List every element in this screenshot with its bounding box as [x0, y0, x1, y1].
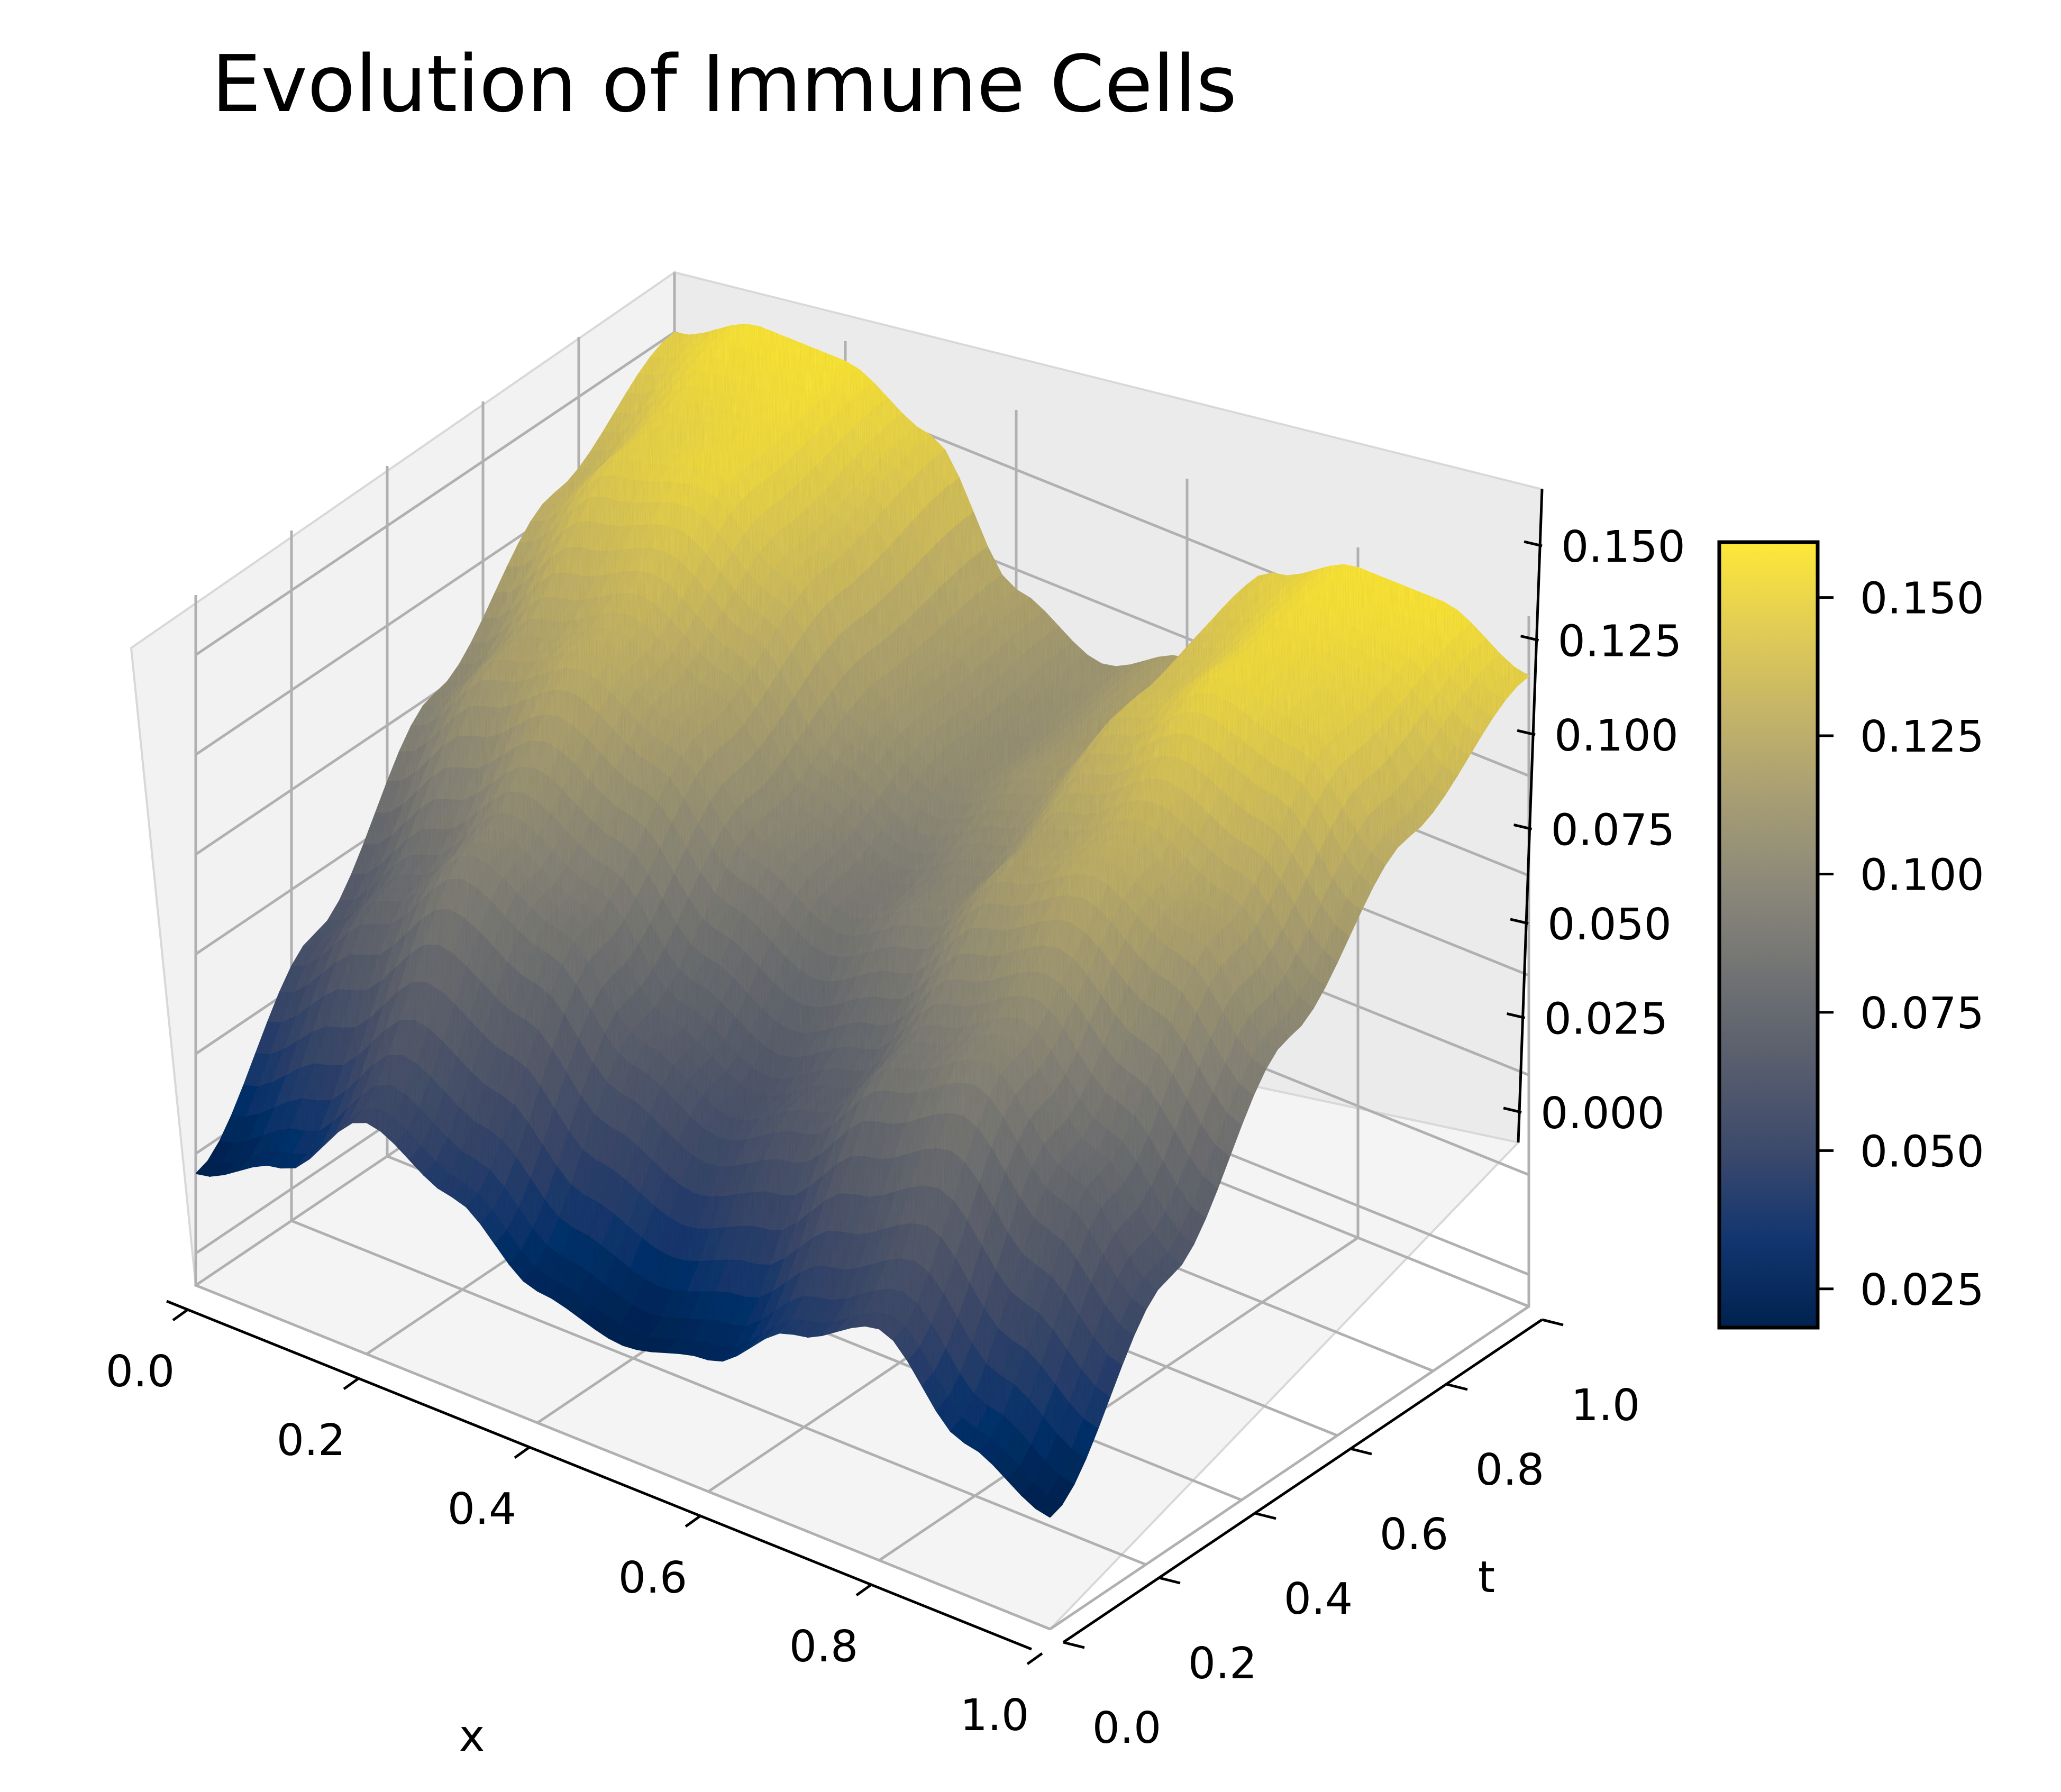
x-tick	[855, 1583, 872, 1597]
t-tick-label: 0.8	[1475, 1445, 1544, 1495]
x-axis-label: x	[459, 1711, 485, 1761]
t-axis-label: t	[1478, 1552, 1495, 1603]
x-tick-label: 0.0	[106, 1347, 175, 1397]
z-tick-label: 0.125	[1558, 617, 1682, 667]
surface	[195, 323, 1530, 1518]
t-tick-label: 1.0	[1571, 1380, 1640, 1431]
surface-facet	[1035, 1495, 1063, 1518]
colorbar-tick-label: 0.075	[1860, 989, 1984, 1039]
z-tick	[1520, 635, 1539, 642]
z-tick	[1510, 918, 1529, 925]
t-tick-label: 0.0	[1092, 1703, 1161, 1753]
x-tick	[343, 1377, 360, 1391]
z-tick	[1503, 1107, 1522, 1114]
z-tick-label: 0.150	[1561, 522, 1685, 572]
t-tick	[1254, 1512, 1276, 1520]
x-axis: 0.0 0.2 0.4 0.6 0.8 1.0	[106, 1300, 1043, 1741]
t-tick	[1350, 1447, 1372, 1456]
z-tick	[1524, 540, 1543, 547]
x-tick	[172, 1308, 189, 1322]
t-axis: 0.0 0.2 0.4 0.6 0.8 1.0	[1062, 1318, 1640, 1753]
colorbar-tick-label: 0.150	[1860, 574, 1984, 624]
t-tick-label: 0.6	[1380, 1510, 1448, 1560]
colorbar-tick-label: 0.125	[1860, 712, 1984, 762]
x-tick	[514, 1446, 531, 1459]
colorbar-tick-label: 0.050	[1860, 1127, 1984, 1177]
z-tick	[1517, 729, 1536, 736]
t-tick	[1063, 1641, 1085, 1649]
x-tick-label: 0.6	[618, 1553, 687, 1603]
x-tick-label: 0.8	[789, 1622, 858, 1672]
t-gridline	[194, 595, 1051, 1631]
chart-title: Evolution of Immune Cells	[212, 39, 1237, 130]
t-gridline	[290, 531, 1146, 1566]
z-axis-line	[1517, 489, 1544, 1143]
colorbar-gradient	[1717, 540, 1820, 1330]
x-tick-label: 0.2	[277, 1415, 345, 1466]
t-tick	[1542, 1318, 1564, 1327]
colorbar: 0.025 0.050 0.075 0.100 0.125 0.150	[1717, 540, 1984, 1330]
colorbar-ticks: 0.025 0.050 0.075 0.100 0.125 0.150	[1818, 574, 1984, 1315]
x-tick	[685, 1514, 701, 1528]
z-tick-label: 0.025	[1544, 994, 1668, 1044]
t-tick	[1446, 1383, 1468, 1391]
z-tick-label: 0.075	[1551, 805, 1675, 855]
x-tick	[1026, 1652, 1043, 1666]
z-tick-label: 0.100	[1554, 711, 1679, 761]
t-tick-label: 0.4	[1284, 1574, 1353, 1624]
z-tick-label: 0.050	[1547, 900, 1672, 950]
t-tick	[1159, 1576, 1181, 1585]
x-tick-label: 1.0	[960, 1690, 1029, 1741]
x-tick-label: 0.4	[448, 1484, 516, 1534]
z-tick	[1513, 824, 1533, 830]
colorbar-tick-label: 0.025	[1860, 1265, 1984, 1315]
z-tick-label: 0.000	[1540, 1089, 1665, 1139]
t-tick-label: 0.2	[1188, 1639, 1257, 1689]
colorbar-tick-label: 0.100	[1860, 850, 1984, 900]
z-tick	[1507, 1012, 1526, 1019]
x-axis-line	[166, 1300, 1032, 1651]
z-axis: 0.000 0.025 0.050 0.075 0.100 0.125 0.150	[1503, 489, 1685, 1143]
t-axis-line	[1062, 1318, 1543, 1644]
